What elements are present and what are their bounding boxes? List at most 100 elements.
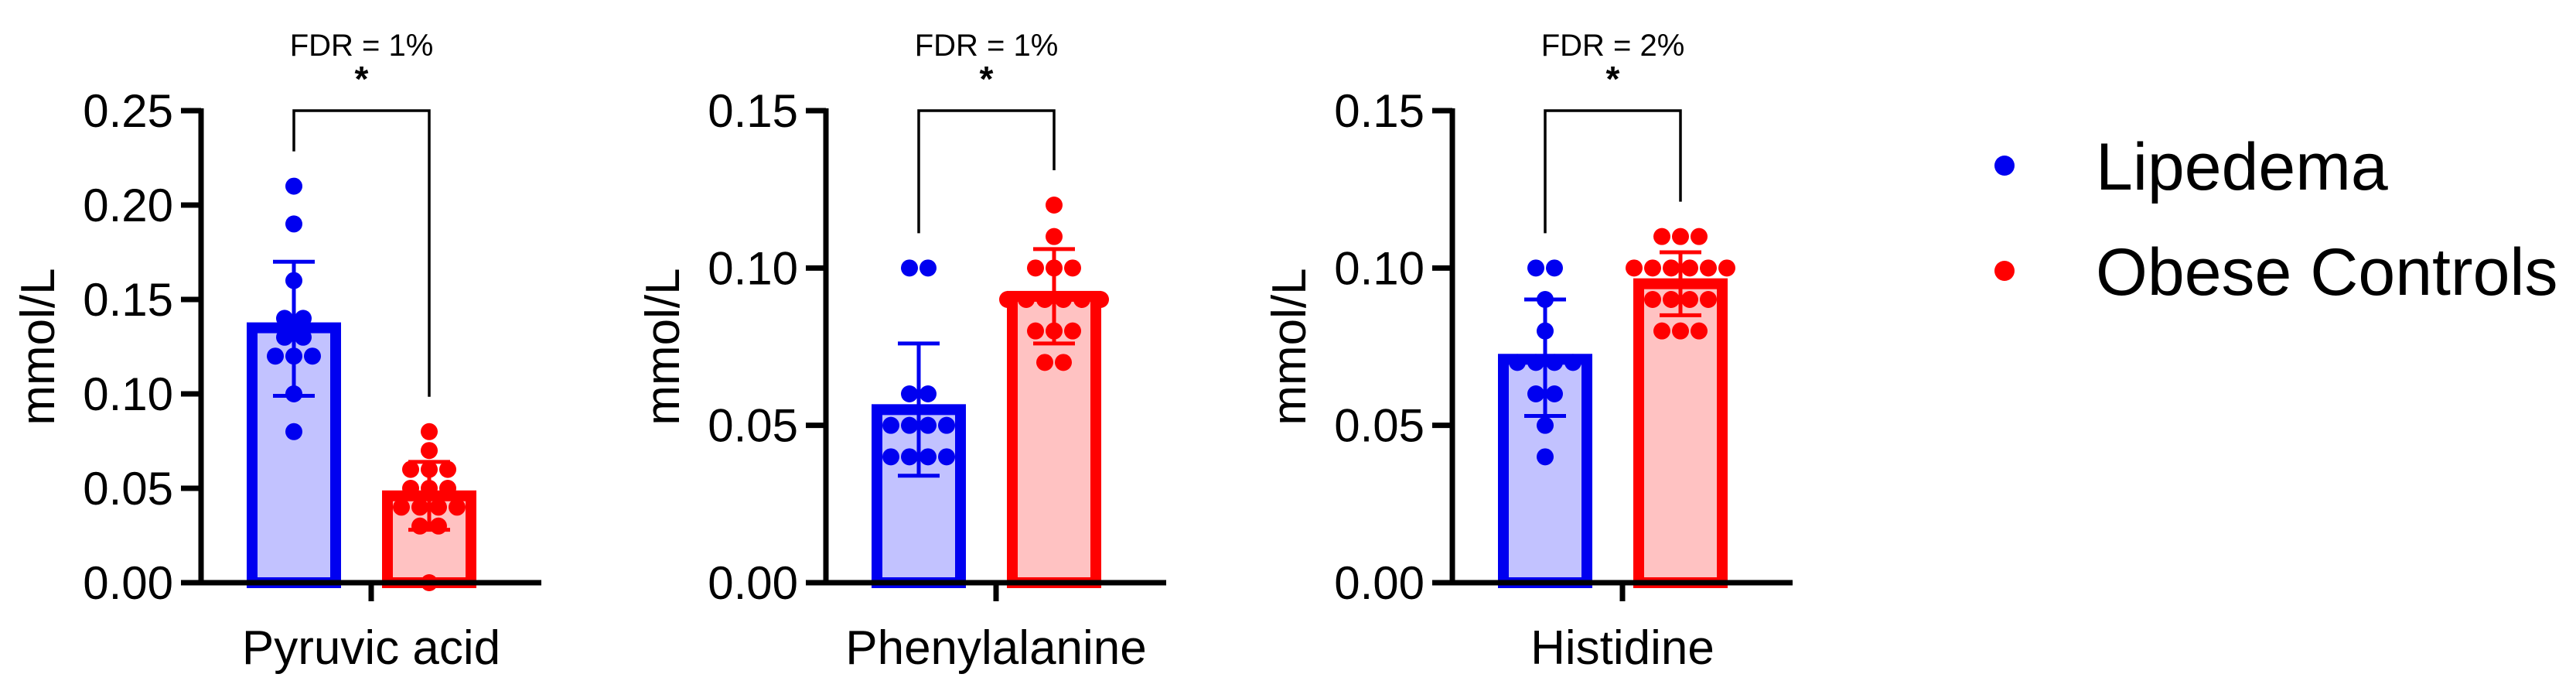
legend-label-obese-controls: Obese Controls <box>2096 235 2558 310</box>
data-point-obese-controls <box>1626 259 1643 277</box>
data-point-lipedema <box>295 310 312 327</box>
data-point-lipedema <box>1546 259 1563 277</box>
y-tick-label: 0.15 <box>1334 85 1424 137</box>
data-point-lipedema <box>1527 385 1544 402</box>
data-point-obese-controls <box>411 498 428 516</box>
data-point-lipedema <box>920 385 937 402</box>
data-point-lipedema <box>1537 416 1554 434</box>
data-point-lipedema <box>267 347 284 365</box>
y-tick-label: 0.15 <box>83 274 173 326</box>
data-point-obese-controls <box>1672 228 1689 245</box>
data-point-lipedema <box>1546 354 1563 371</box>
significance-star: * <box>355 59 369 99</box>
data-point-obese-controls <box>1073 291 1090 308</box>
y-axis-label: mmol/L <box>636 268 690 425</box>
data-point-lipedema <box>1564 354 1581 371</box>
data-point-lipedema <box>920 416 937 434</box>
y-tick-label: 0.10 <box>83 368 173 420</box>
y-tick-label: 0.00 <box>83 557 173 609</box>
data-point-obese-controls <box>1064 259 1081 277</box>
data-point-obese-controls <box>1036 291 1053 308</box>
data-point-lipedema <box>1509 354 1526 371</box>
significance-star: * <box>980 59 994 99</box>
x-axis-label: Phenylalanine <box>845 621 1147 675</box>
data-point-obese-controls <box>1691 228 1708 245</box>
data-point-lipedema <box>1527 259 1544 277</box>
x-axis-label: Histidine <box>1530 621 1714 675</box>
data-point-obese-controls <box>1681 259 1698 277</box>
data-point-lipedema <box>285 272 302 289</box>
data-point-obese-controls <box>1663 259 1680 277</box>
data-point-obese-controls <box>393 498 410 516</box>
y-tick-label: 0.05 <box>708 400 798 452</box>
y-axis-label: mmol/L <box>1263 268 1316 425</box>
data-point-lipedema <box>1537 291 1554 308</box>
y-tick-label: 0.15 <box>708 85 798 137</box>
legend-marker-lipedema <box>1994 156 2015 176</box>
data-point-lipedema <box>920 448 937 466</box>
y-tick-label: 0.00 <box>708 557 798 609</box>
data-point-lipedema <box>882 416 899 434</box>
data-point-lipedema <box>901 416 918 434</box>
data-point-obese-controls <box>1046 322 1063 340</box>
data-point-obese-controls <box>999 291 1016 308</box>
data-point-obese-controls <box>1055 291 1072 308</box>
data-point-obese-controls <box>1046 259 1063 277</box>
data-point-lipedema <box>901 448 918 466</box>
data-point-obese-controls <box>402 460 419 478</box>
data-point-lipedema <box>1537 448 1554 466</box>
chart-panel-1: 0.00 0.05 0.10 0.15 0.20 0.25 Pyruvic acid mmol… <box>12 29 541 675</box>
data-point-obese-controls <box>421 460 438 478</box>
data-point-obese-controls <box>411 517 428 535</box>
data-point-obese-controls <box>1064 322 1081 340</box>
data-point-lipedema <box>901 259 918 277</box>
data-point-lipedema <box>295 328 312 346</box>
data-point-lipedema <box>882 448 899 466</box>
data-point-obese-controls <box>1027 259 1044 277</box>
data-point-lipedema <box>285 385 302 402</box>
y-tick-label: 0.05 <box>1334 400 1424 452</box>
data-point-lipedema <box>938 416 955 434</box>
legend: Lipedema Obese Controls <box>1994 130 2558 310</box>
data-point-obese-controls <box>1092 291 1109 308</box>
fdr-label: FDR = 1% <box>915 29 1059 63</box>
y-axis-label: mmol/L <box>12 268 65 425</box>
data-point-obese-controls <box>1672 322 1689 340</box>
data-point-obese-controls <box>1718 259 1735 277</box>
data-point-obese-controls <box>449 498 466 516</box>
data-point-obese-controls <box>1046 197 1063 214</box>
data-point-obese-controls <box>1036 354 1053 371</box>
data-point-lipedema <box>1546 385 1563 402</box>
data-point-obese-controls <box>430 517 447 535</box>
data-point-obese-controls <box>1663 291 1680 308</box>
legend-marker-obese-controls <box>1994 261 2015 281</box>
legend-label-lipedema: Lipedema <box>2096 130 2388 204</box>
y-tick-label: 0.05 <box>83 463 173 515</box>
data-point-obese-controls <box>1644 291 1661 308</box>
data-point-obese-controls <box>1700 291 1717 308</box>
data-point-obese-controls <box>1644 259 1661 277</box>
data-point-lipedema <box>276 310 293 327</box>
data-point-obese-controls <box>1027 322 1044 340</box>
y-tick-label: 0.25 <box>83 85 173 137</box>
data-point-lipedema <box>1537 322 1554 340</box>
data-point-obese-controls <box>421 480 438 497</box>
data-point-obese-controls <box>1653 322 1670 340</box>
y-tick-label: 0.20 <box>83 180 173 231</box>
x-axis-label: Pyruvic acid <box>242 621 500 675</box>
data-point-lipedema <box>304 347 321 365</box>
data-point-obese-controls <box>402 480 419 497</box>
data-point-lipedema <box>1527 354 1544 371</box>
data-point-obese-controls <box>430 498 447 516</box>
significance-star: * <box>1606 59 1620 99</box>
data-point-lipedema <box>285 177 302 195</box>
data-point-obese-controls <box>1018 291 1035 308</box>
data-point-obese-controls <box>1046 228 1063 245</box>
data-point-obese-controls <box>421 442 438 460</box>
data-point-lipedema <box>276 328 293 346</box>
significance-bracket <box>1544 109 1682 234</box>
significance-bracket <box>292 109 431 397</box>
significance-bracket <box>917 109 1056 234</box>
chart-panel-2: 0.00 0.05 0.10 0.15 Phenylalanine mmol/L *FDR … <box>636 29 1166 675</box>
